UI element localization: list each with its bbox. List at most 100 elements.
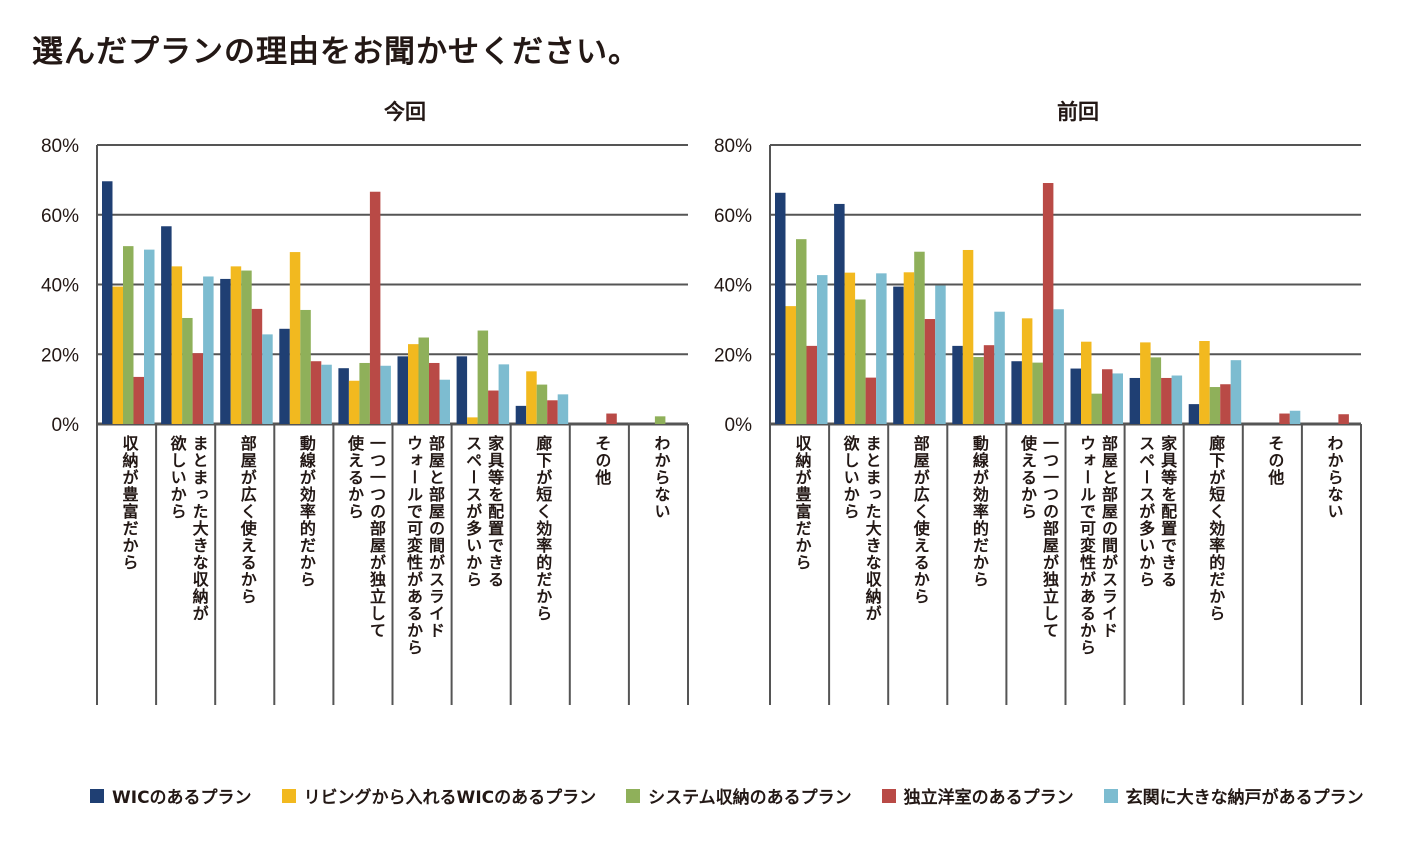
- bar: [1338, 414, 1349, 424]
- bar: [536, 384, 548, 424]
- page-title: 選んだプランの理由をお聞かせください。: [32, 34, 640, 70]
- y-tick-label: 80%: [41, 136, 79, 157]
- bar: [785, 306, 796, 424]
- y-tick-label: 60%: [714, 206, 752, 227]
- x-tick-label: 部屋が広く使えるから: [909, 435, 931, 605]
- bar: [1289, 410, 1301, 424]
- x-tick-label-line: ウォールで可変性があるから: [1077, 435, 1097, 656]
- x-tick-label-line: 家具等を配置できる: [485, 435, 505, 588]
- bar: [251, 308, 263, 424]
- bar: [1129, 377, 1141, 424]
- x-tick-label-line: 収納が豊富だから: [119, 435, 139, 571]
- bar: [498, 364, 510, 424]
- bar: [547, 400, 558, 424]
- bar: [1220, 384, 1231, 424]
- bar: [994, 311, 1005, 424]
- x-tick-label: 部屋が広く使えるから: [236, 435, 258, 605]
- bar-chart-previous: 0% 20% 40% 60% 80%: [714, 136, 1362, 705]
- x-tick-label: まとまった大きな収納が 欲しいから: [166, 435, 210, 622]
- x-tick-label-line: わからない: [651, 435, 671, 520]
- bar: [973, 357, 984, 424]
- bar: [439, 379, 450, 424]
- bar: [855, 299, 866, 424]
- bar: [844, 272, 856, 424]
- bar: [876, 273, 887, 424]
- x-tick-label: 収納が豊富だから: [118, 435, 140, 571]
- bar: [262, 334, 273, 424]
- x-tick-label-line: 廊下が短く効率的だから: [1206, 435, 1226, 622]
- bar: [1230, 360, 1242, 424]
- y-tick-label: 80%: [714, 136, 752, 157]
- legend-item-entrance-closet: 玄関に大きな納戸があるプラン: [1103, 783, 1364, 808]
- y-tick-label: 20%: [714, 345, 752, 366]
- x-tick-label-line: 欲しいから: [840, 435, 860, 520]
- bar: [914, 251, 925, 424]
- bar: [903, 272, 915, 424]
- y-tick-label: 0%: [725, 415, 753, 436]
- x-tick-label-line: 部屋が広く使えるから: [237, 435, 257, 605]
- legend-swatch-entrance-closet: [1103, 788, 1118, 803]
- bar: [806, 345, 817, 424]
- bar: [817, 275, 828, 424]
- y-tick-label: 40%: [714, 276, 752, 297]
- legend-swatch-independent-room: [881, 788, 896, 803]
- x-tick-label: 収納が豊富だから: [791, 435, 813, 571]
- bar: [526, 371, 537, 424]
- x-tick-label-line: 部屋と部屋の間がスライド: [1099, 435, 1119, 639]
- bar: [203, 276, 214, 424]
- bar: [935, 285, 946, 424]
- x-tick-label-line: スペースが多いから: [463, 435, 483, 588]
- x-tick-label-line: その他: [1265, 435, 1285, 486]
- legend-label-wic: WICのあるプラン: [112, 788, 252, 808]
- x-tick-label-line: 使えるから: [344, 435, 364, 520]
- legend-item-living-wic: リビングから入れるWICのあるプラン: [281, 783, 596, 808]
- bar: [796, 239, 807, 424]
- x-tick-label: 家具等を配置できる スペースが多いから: [1134, 435, 1178, 588]
- legend-item-independent-room: 独立洋室のあるプラン: [881, 783, 1074, 808]
- bar: [230, 266, 242, 424]
- bar: [962, 249, 974, 424]
- chart-panel-current: 今回 0% 20% 40% 60% 80% 収納が豊富だから まとまった大きな収納が 欲しい…: [30, 90, 710, 720]
- bar: [477, 330, 489, 424]
- bar: [171, 266, 183, 424]
- bar: [1011, 361, 1022, 424]
- bar-chart-current: 0% 20% 40% 60% 80%: [41, 136, 689, 705]
- x-tick-label: 廊下が短く効率的だから: [531, 435, 553, 622]
- bar: [408, 344, 419, 424]
- bar: [775, 192, 786, 424]
- legend-label-independent-room: 独立洋室のあるプラン: [903, 788, 1074, 808]
- bar: [515, 405, 527, 424]
- bar: [924, 319, 936, 424]
- bar: [182, 317, 193, 424]
- bar: [1279, 413, 1290, 424]
- bar: [983, 345, 995, 424]
- bar: [488, 390, 499, 424]
- bar: [123, 246, 134, 424]
- bar: [144, 249, 155, 424]
- bar: [369, 191, 381, 424]
- y-tick-label: 0%: [52, 415, 80, 436]
- bar: [1070, 368, 1081, 424]
- bar: [1199, 340, 1210, 424]
- bar: [1112, 373, 1123, 424]
- x-tick-label-line: 家具等を配置できる: [1158, 435, 1178, 588]
- bar: [220, 278, 231, 424]
- chart-legend: WICのあるプラン リビングから入れるWICのあるプラン システム収納のあるプラ…: [90, 783, 1380, 808]
- bar: [834, 203, 845, 424]
- bar: [102, 181, 113, 424]
- legend-label-system-storage: システム収納のあるプラン: [648, 788, 852, 808]
- bar: [1171, 375, 1183, 424]
- bar: [279, 328, 290, 424]
- bar: [133, 376, 144, 424]
- x-tick-label-line: 廊下が短く効率的だから: [533, 435, 553, 622]
- x-tick-label-line: まとまった大きな収納が: [862, 435, 882, 622]
- x-tick-label: その他: [1263, 435, 1285, 486]
- bar: [952, 345, 963, 424]
- bar: [161, 226, 172, 424]
- x-tick-label: 一つ一つの部屋が独立して 使えるから: [1016, 435, 1060, 639]
- legend-swatch-system-storage: [626, 788, 641, 803]
- bar: [192, 353, 204, 424]
- bar: [557, 394, 569, 424]
- chart-panel-previous: 前回 0% 20% 40% 60% 80% 収納が豊富だから まとまった大きな収納が 欲しい…: [703, 90, 1383, 720]
- bar: [1032, 362, 1043, 424]
